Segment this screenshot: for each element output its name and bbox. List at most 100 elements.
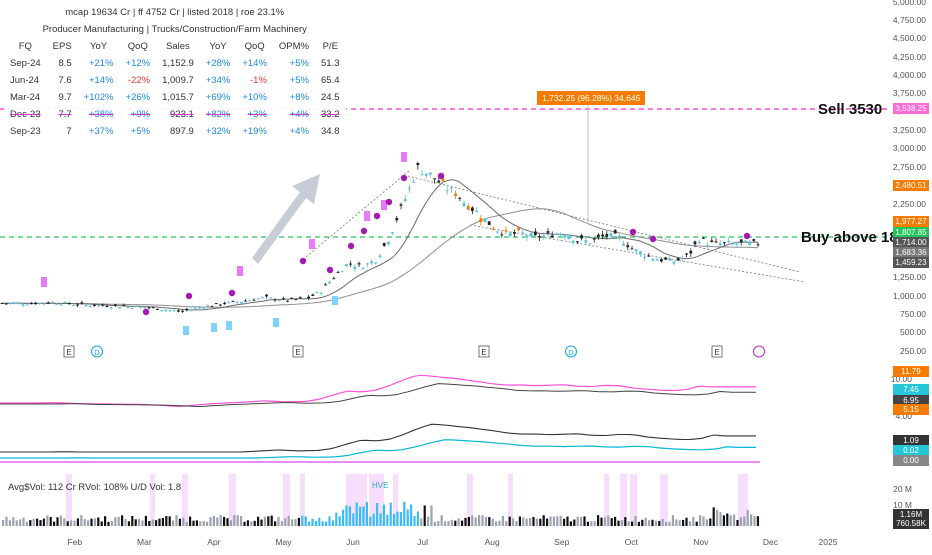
- candle-body: [114, 304, 117, 306]
- volume-bar: [352, 513, 355, 526]
- candle-body: [185, 308, 189, 311]
- volume-bar: [610, 518, 613, 526]
- candle-body: [735, 243, 739, 245]
- table-body: Sep-24 8.5 +21% +12% 1,152.9 +28% +14% +5% 51.3 J…: [4, 55, 346, 140]
- candle-body: [454, 193, 457, 197]
- volume-bar: [297, 517, 300, 526]
- candle-body: [160, 310, 163, 312]
- column-header: QoQ: [127, 41, 148, 52]
- volume-bar: [603, 517, 606, 526]
- volume-bar: [678, 520, 681, 526]
- volume-bar: [206, 521, 209, 526]
- volume-bar: [328, 516, 331, 526]
- candle-body: [689, 250, 693, 254]
- candle-body: [580, 235, 583, 239]
- volume-bar: [478, 515, 481, 526]
- candle-body: [668, 258, 672, 261]
- table-cell: Sep-23: [10, 126, 41, 137]
- candle-body: [46, 302, 50, 304]
- candle-body: [622, 243, 625, 246]
- volume-bar: [685, 517, 688, 526]
- candle-body: [9, 302, 12, 304]
- time-tick-label: Jul: [417, 537, 428, 547]
- volume-bar: [617, 520, 620, 526]
- earnings-marker-label: E: [714, 348, 719, 357]
- volume-bar: [263, 516, 266, 526]
- candle-body: [76, 304, 79, 306]
- volume-bar: [733, 514, 736, 526]
- price-tick-label: 2,250.00: [893, 199, 926, 209]
- candle-body: [332, 278, 336, 280]
- candle-body: [634, 249, 638, 252]
- relative-strength-panel: [0, 374, 756, 408]
- volume-bar: [318, 517, 321, 526]
- volume-bar: [379, 513, 382, 526]
- volume-bar: [284, 518, 287, 526]
- volume-bar: [413, 516, 416, 526]
- volume-bar: [46, 515, 49, 526]
- volume-bar: [515, 521, 518, 526]
- table-cell: +37%: [88, 126, 114, 137]
- volume-bar: [505, 521, 508, 526]
- candle-body: [235, 301, 239, 303]
- rs-line: [0, 374, 756, 408]
- volume-bar: [209, 517, 212, 526]
- volume-bar: [291, 519, 294, 526]
- volume-bar: [501, 515, 504, 526]
- dividend-marker-label: D: [568, 348, 574, 357]
- candle-body: [42, 303, 46, 305]
- table-cell: 1,152.9: [162, 58, 194, 69]
- volume-bar: [688, 521, 691, 526]
- price-tag: 1.09: [893, 435, 929, 446]
- pivot-dot: [326, 266, 334, 274]
- volume-bar: [753, 515, 756, 526]
- candle-body: [227, 301, 231, 303]
- volume-bar: [593, 521, 596, 526]
- table-cell: +3%: [247, 109, 267, 120]
- time-tick-label: Jun: [346, 537, 360, 547]
- column-header: QoQ: [244, 41, 265, 52]
- earnings-marker: [711, 345, 723, 358]
- volume-bar: [522, 517, 525, 526]
- candle-body: [529, 232, 533, 237]
- volume-highlight-band: [283, 474, 290, 526]
- volume-highlight-band: [620, 474, 627, 526]
- callout-box: 1,732.25 (96.28%) 34,645: [537, 91, 646, 105]
- table-cell: +26%: [125, 92, 151, 103]
- volume-highlight-band: [66, 474, 72, 526]
- volume-bar: [399, 512, 402, 526]
- volume-bar: [671, 515, 674, 526]
- volume-bar: [70, 520, 73, 526]
- candle-body: [479, 218, 483, 222]
- volume-bar: [280, 520, 283, 526]
- volume-bar: [583, 516, 586, 526]
- volume-bar: [440, 515, 443, 526]
- volume-bar: [2, 520, 5, 526]
- price-tick-label: 1,000.00: [893, 291, 926, 301]
- volume-bar: [624, 517, 627, 526]
- candle-body: [324, 284, 327, 286]
- table-cell: 65.4: [321, 75, 340, 86]
- volume-bar: [223, 516, 226, 526]
- signal-marker: [237, 266, 243, 276]
- volume-bar: [393, 514, 396, 526]
- table-row: Sep-23 7 +37% +5% 897.9 +32% +19% +4% 34.8: [4, 123, 346, 140]
- volume-bar: [416, 511, 419, 526]
- candle-body: [282, 298, 285, 300]
- volume-bar: [634, 515, 637, 526]
- volume-bar: [42, 518, 45, 526]
- candle-body: [349, 263, 352, 265]
- volume-bar: [512, 518, 515, 526]
- volume-bar: [614, 516, 617, 526]
- candle-body: [164, 309, 168, 311]
- candle-body: [412, 181, 415, 183]
- candle-body: [462, 202, 466, 207]
- buy-signal-marker: [226, 321, 232, 330]
- candle-body: [353, 266, 357, 270]
- candle-body: [647, 255, 651, 257]
- table-cell: Mar-24: [10, 92, 41, 103]
- candle-body: [487, 221, 491, 225]
- candle-body: [374, 262, 378, 264]
